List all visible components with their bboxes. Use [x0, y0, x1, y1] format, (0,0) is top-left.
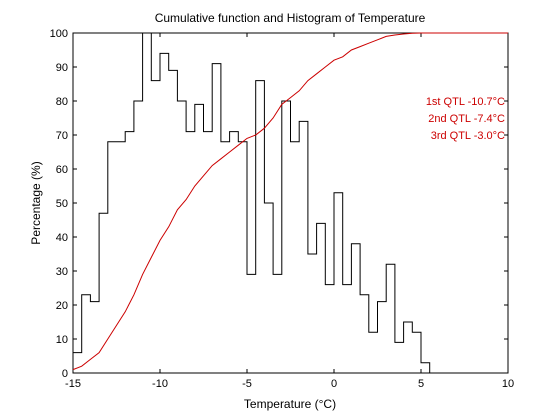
x-tick-label: -10: [152, 378, 168, 390]
x-axis-label: Temperature (°C): [244, 397, 336, 411]
y-tick-label: 40: [56, 232, 68, 244]
y-tick-label: 100: [50, 28, 68, 40]
y-tick-label: 50: [56, 198, 68, 210]
y-tick-label: 10: [56, 334, 68, 346]
chart-title: Cumulative function and Histogram of Tem…: [155, 11, 426, 25]
annotation-q2: 2nd QTL -7.4°C: [428, 113, 505, 125]
annotation-q1: 1st QTL -10.7°C: [426, 96, 505, 108]
y-tick-label: 70: [56, 130, 68, 142]
annotation-q3: 3rd QTL -3.0°C: [431, 130, 505, 142]
y-tick-label: 80: [56, 96, 68, 108]
x-tick-label: 0: [331, 378, 337, 390]
y-tick-label: 20: [56, 300, 68, 312]
y-tick-label: 60: [56, 164, 68, 176]
y-axis-label: Percentage (%): [29, 161, 43, 244]
plot-frame: [72, 32, 509, 374]
histogram-series: [72, 32, 431, 373]
y-tick-label: 30: [56, 266, 68, 278]
x-tick-label: 10: [502, 378, 514, 390]
x-tick-label: -5: [242, 378, 252, 390]
x-tick-label: 5: [418, 378, 424, 390]
x-tick-label: -15: [65, 378, 81, 390]
y-tick-label: 90: [56, 62, 68, 74]
y-tick-label: 0: [62, 368, 68, 380]
cumulative-series: [72, 32, 508, 371]
axis-ticks: [72, 32, 509, 374]
quantile-annotations: 1st QTL -10.7°C 2nd QTL -7.4°C 3rd QTL -…: [426, 96, 505, 142]
